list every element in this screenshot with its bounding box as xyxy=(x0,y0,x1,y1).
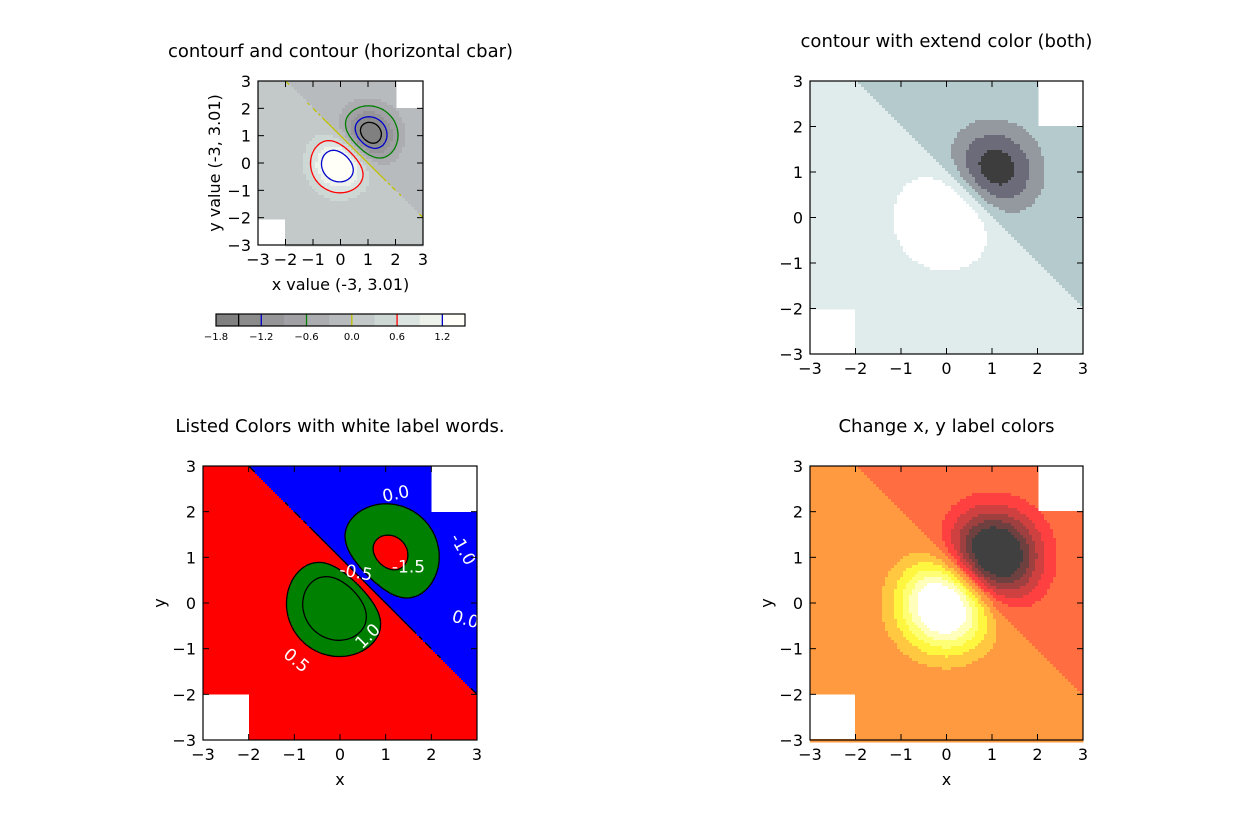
x-tick-label: 1 xyxy=(363,250,373,269)
x-tick-label: 0 xyxy=(941,359,951,378)
colorbar-band xyxy=(352,314,375,326)
x-tick-label: 2 xyxy=(1032,359,1042,378)
y-tick-label: 3 xyxy=(241,72,251,91)
y-tick-label: −3 xyxy=(172,731,196,750)
x-tick-label: −2 xyxy=(844,359,868,378)
x-axis-label: x xyxy=(942,770,951,789)
y-tick-label: −1 xyxy=(172,640,196,659)
colorbar-band xyxy=(261,314,284,326)
filled-contours xyxy=(203,466,477,740)
y-tick-label: 3 xyxy=(186,457,196,476)
x-tick-label: −2 xyxy=(274,250,298,269)
x-tick-label: 0 xyxy=(335,745,345,764)
x-tick-label: −2 xyxy=(237,745,261,764)
y-tick-label: −3 xyxy=(779,731,803,750)
colorbar-band xyxy=(442,314,465,326)
y-tick-label: 1 xyxy=(241,127,251,146)
y-tick-label: 3 xyxy=(793,457,803,476)
y-tick-label: −1 xyxy=(227,181,251,200)
x-tick-label: 2 xyxy=(1032,745,1042,764)
y-tick-label: −2 xyxy=(227,209,251,228)
colorbar-tick-label: 1.2 xyxy=(434,332,450,343)
y-tick-label: 2 xyxy=(241,99,251,118)
x-tick-label: 0 xyxy=(335,250,345,269)
subplot-title: contour with extend color (both) xyxy=(801,31,1093,52)
colorbar-band xyxy=(329,314,352,326)
filled-contours xyxy=(810,81,1083,354)
y-axis-label: y xyxy=(757,598,776,607)
y-tick-label: 1 xyxy=(793,163,803,182)
colorbar-tick-label: 0.0 xyxy=(344,332,360,343)
x-tick-label: 3 xyxy=(1078,745,1088,764)
y-tick-label: 2 xyxy=(793,118,803,137)
y-tick-label: −2 xyxy=(172,685,196,704)
x-tick-label: 1 xyxy=(381,745,391,764)
y-tick-label: 2 xyxy=(793,503,803,522)
y-tick-label: 0 xyxy=(186,594,196,613)
y-tick-label: −3 xyxy=(779,345,803,364)
subplot-title: contourf and contour (horizontal cbar) xyxy=(168,41,513,62)
colorbar-tick-label: −0.6 xyxy=(294,332,318,343)
x-tick-label: 2 xyxy=(390,250,400,269)
y-axis-label: y xyxy=(150,598,169,607)
subplot-title: Change x, y label colors xyxy=(838,416,1054,437)
x-tick-label: 3 xyxy=(1078,359,1088,378)
subplot-title: Listed Colors with white label words. xyxy=(175,416,504,437)
y-tick-label: −1 xyxy=(779,254,803,273)
y-tick-label: 3 xyxy=(793,72,803,91)
filled-contours xyxy=(810,466,1083,742)
x-axis-label: x xyxy=(335,770,344,789)
x-tick-label: −1 xyxy=(301,250,325,269)
y-tick-label: 0 xyxy=(793,209,803,228)
x-tick-label: 2 xyxy=(426,745,436,764)
x-axis-label: x value (-3, 3.01) xyxy=(272,275,410,294)
x-tick-label: −1 xyxy=(889,359,913,378)
x-tick-label: 1 xyxy=(987,359,997,378)
y-tick-label: −3 xyxy=(227,236,251,255)
x-tick-label: 3 xyxy=(472,745,482,764)
subplot-3: 0.0-1.0-1.5-0.50.01.00.5−3 −2 −1 0 1 2 3−3−2−1… xyxy=(150,416,505,789)
colorbar-band xyxy=(374,314,397,326)
colorbar-band xyxy=(239,314,262,326)
x-tick-label: −1 xyxy=(283,745,307,764)
x-tick-label: −2 xyxy=(844,745,868,764)
x-tick-label: 3 xyxy=(418,250,428,269)
y-tick-label: 2 xyxy=(186,503,196,522)
y-tick-label: 1 xyxy=(186,548,196,567)
colorbar-tick-label: −1.8 xyxy=(204,332,228,343)
colorbar-band xyxy=(307,314,330,326)
y-tick-label: 0 xyxy=(793,594,803,613)
y-tick-label: −2 xyxy=(779,300,803,319)
x-tick-label: 1 xyxy=(987,745,997,764)
y-tick-label: −2 xyxy=(779,685,803,704)
filled-contours xyxy=(258,81,423,246)
colorbar-band xyxy=(420,314,443,326)
colorbar-tick-label: 0.6 xyxy=(389,332,405,343)
y-tick-label: −1 xyxy=(779,640,803,659)
x-tick-label: −1 xyxy=(889,745,913,764)
y-tick-label: 1 xyxy=(793,548,803,567)
colorbar-tick-label: −1.2 xyxy=(249,332,273,343)
colorbar-band xyxy=(397,314,420,326)
colorbar-band xyxy=(216,314,239,326)
contour-label: -1.5 xyxy=(392,557,425,577)
colorbar: −1.8 −1.2 −0.6 0.0 0.6 1.2 xyxy=(204,314,465,343)
x-tick-label: 0 xyxy=(941,745,951,764)
y-tick-label: 0 xyxy=(241,154,251,173)
colorbar-band xyxy=(284,314,307,326)
y-axis-label: y value (-3, 3.01) xyxy=(205,94,224,232)
